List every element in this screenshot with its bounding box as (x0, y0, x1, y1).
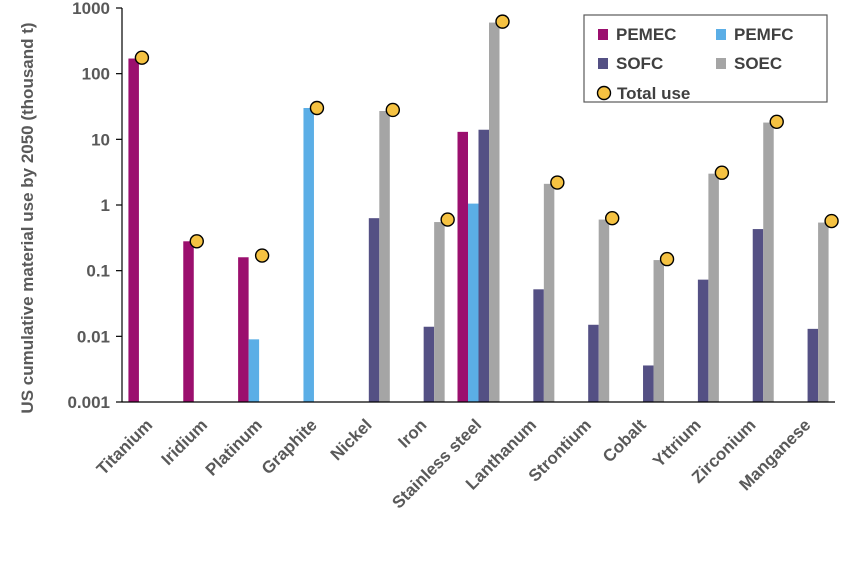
legend-label-total-use: Total use (617, 84, 690, 103)
legend-label-pemfc: PEMFC (734, 25, 794, 44)
bar-pemec (238, 257, 249, 402)
total-use-marker (550, 175, 565, 190)
y-tick-label: 10 (91, 130, 110, 149)
total-use-marker (254, 248, 270, 263)
legend-label-pemec: PEMEC (616, 25, 676, 44)
legend-swatch-total-use (596, 85, 612, 101)
bar-soec (379, 111, 390, 402)
bar-sofc (643, 365, 654, 402)
total-use-marker (769, 114, 784, 129)
bar-pemfc (468, 203, 479, 402)
legend-swatch-pemec (598, 29, 608, 40)
y-tick-label: 1 (101, 196, 110, 215)
legend-box (583, 14, 828, 103)
bar-sofc (423, 326, 435, 402)
y-tick-label: 100 (82, 65, 110, 84)
legend-label-soec: SOEC (734, 54, 782, 73)
bar-sofc (752, 229, 764, 402)
bar-soec (489, 22, 500, 403)
bar-sofc (807, 328, 819, 402)
total-use-marker (134, 50, 150, 65)
bar-sofc (368, 218, 380, 402)
bar-soec (708, 173, 719, 402)
bar-pemfc (248, 339, 260, 402)
bar-soec (543, 183, 555, 402)
y-tick-label: 0.01 (77, 327, 110, 346)
y-axis-label: US cumulative material use by 2050 (thou… (18, 22, 37, 413)
legend: PEMEC PEMFC SOFC SOEC Total use (583, 14, 828, 103)
legend-label-sofc: SOFC (616, 54, 663, 73)
bar-soec (434, 222, 445, 402)
bar-sofc (588, 324, 599, 402)
y-tick-label: 0.001 (67, 393, 110, 412)
y-tick-label: 0.1 (86, 262, 110, 281)
bar-sofc (697, 279, 709, 402)
bar-sofc (478, 129, 489, 402)
bar-soec (598, 219, 610, 402)
y-tick-label: 1000 (72, 0, 110, 18)
total-use-marker (604, 210, 620, 226)
legend-swatch-pemfc (716, 29, 726, 40)
total-use-marker (440, 212, 455, 227)
total-use-marker (495, 14, 510, 29)
bar-pemfc (303, 108, 314, 402)
bar-sofc (533, 289, 544, 402)
total-use-marker (659, 251, 675, 267)
bar-pemec (128, 58, 139, 403)
total-use-marker (824, 213, 839, 229)
bar-soec (763, 122, 774, 403)
bar-soec (653, 260, 665, 402)
total-use-marker (189, 234, 204, 249)
bar-soec (818, 222, 829, 402)
total-use-marker (385, 102, 401, 118)
bar-pemec (183, 241, 194, 402)
legend-swatch-sofc (598, 58, 608, 69)
total-use-marker (714, 165, 730, 180)
bar-pemec (457, 131, 468, 402)
legend-swatch-soec (716, 58, 726, 69)
total-use-marker (309, 100, 325, 116)
